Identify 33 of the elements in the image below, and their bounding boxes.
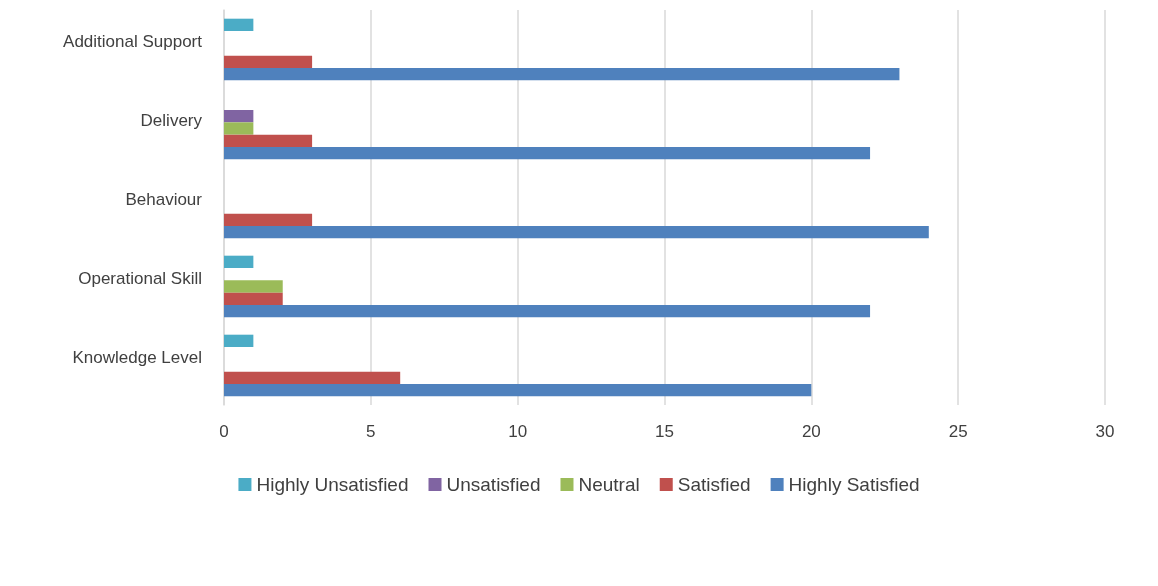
bar [224, 280, 283, 293]
bar [224, 55, 313, 68]
bar [224, 134, 313, 147]
y-tick-label: Knowledge Level [72, 347, 202, 367]
legend-label: Neutral [578, 474, 640, 495]
x-tick-label: 15 [655, 422, 674, 441]
bar [224, 304, 871, 318]
x-tick-label: 25 [948, 422, 968, 441]
x-tick-label: 0 [219, 422, 229, 441]
legend-label: Unsatisfied [446, 474, 541, 495]
x-tick-label: 20 [801, 422, 821, 441]
legend-label: Satisfied [677, 474, 751, 495]
bar [224, 334, 254, 348]
bar [224, 67, 900, 81]
legend-label: Highly Unsatisfied [256, 474, 409, 495]
bar [224, 213, 313, 226]
bar [224, 122, 254, 135]
legend-label: Highly Satisfied [788, 474, 920, 495]
bar [224, 146, 871, 160]
x-tick-label: 30 [1095, 422, 1115, 441]
x-tick-label: 10 [508, 422, 528, 441]
bar [224, 292, 283, 305]
bar [224, 255, 254, 269]
y-tick-label: Behaviour [125, 189, 203, 209]
y-tick-label: Delivery [140, 110, 203, 130]
bar [224, 371, 401, 384]
bar [224, 110, 254, 123]
bar [224, 18, 254, 32]
y-tick-label: Operational Skill [78, 268, 202, 288]
y-tick-label: Additional Support [63, 31, 203, 51]
bar [224, 225, 929, 239]
bar [224, 383, 812, 397]
x-tick-label: 5 [366, 422, 376, 441]
